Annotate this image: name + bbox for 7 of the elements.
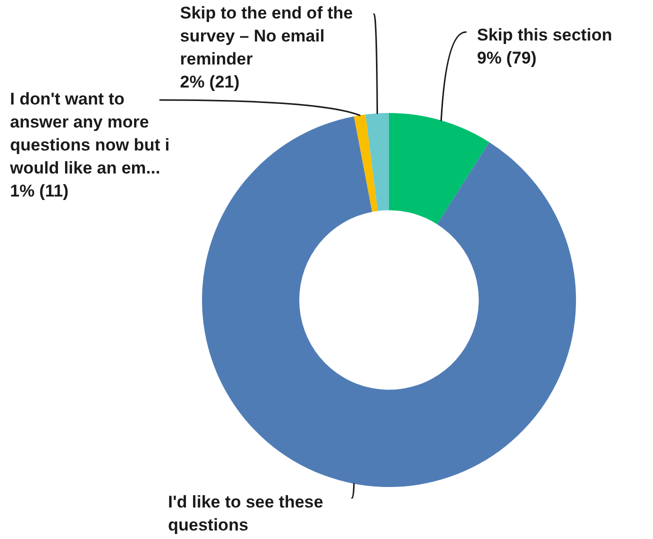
slice-label: I'd like to see these questions xyxy=(168,492,324,535)
data-label: 9% (79) xyxy=(477,48,537,68)
data-label: 1% (11) xyxy=(10,182,69,201)
slice-label: Skip to the end of the survey – No email reminder xyxy=(180,4,353,69)
slice-label: Skip this section xyxy=(477,26,612,45)
slice-label: I don't want to answer any more questions now but i would like an em... xyxy=(9,90,170,178)
data-label: 2% (21) xyxy=(180,72,240,92)
